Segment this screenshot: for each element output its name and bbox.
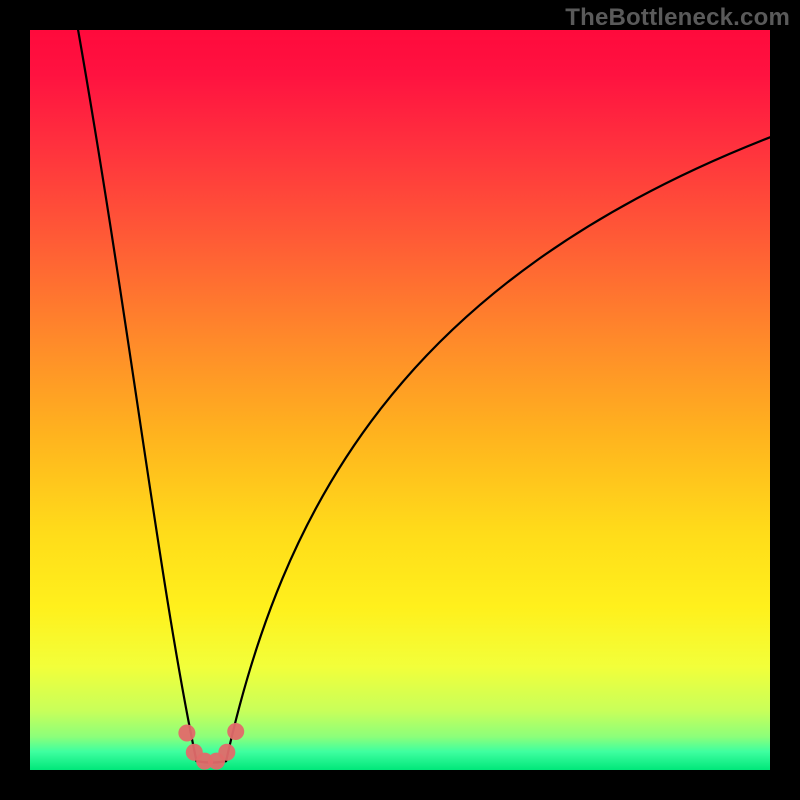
highlight-marker	[227, 723, 244, 740]
watermark-label: TheBottleneck.com	[565, 4, 790, 32]
highlight-marker	[178, 725, 195, 742]
chart-svg	[0, 0, 800, 800]
chart-canvas: TheBottleneck.com	[0, 0, 800, 800]
highlight-marker	[218, 744, 235, 761]
plot-gradient	[30, 30, 770, 770]
